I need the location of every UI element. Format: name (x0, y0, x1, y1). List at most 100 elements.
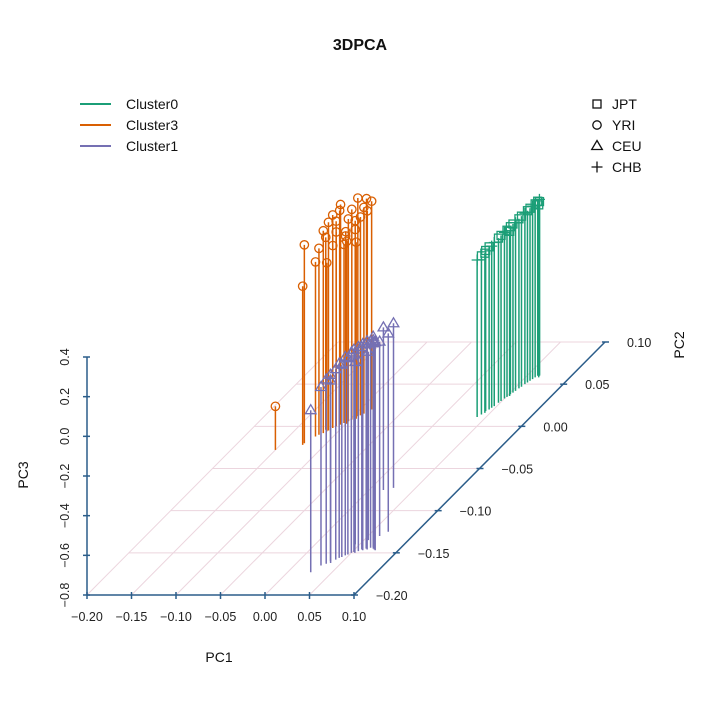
point-cluster3 (366, 196, 377, 410)
point-cluster0 (522, 206, 533, 383)
point-cluster1 (319, 372, 333, 564)
point-cluster3 (335, 199, 346, 425)
circle-marker (359, 202, 369, 213)
z-tick-label: 0.4 (58, 348, 72, 365)
point-cluster1 (314, 380, 328, 566)
point-cluster0 (486, 240, 498, 408)
triangle-marker (319, 372, 333, 384)
triangle-marker (314, 380, 328, 392)
square-marker (534, 200, 544, 210)
point-cluster0 (508, 219, 518, 393)
circle-marker (310, 257, 321, 267)
z-tick-label: 0.2 (58, 388, 72, 405)
data-marks (270, 193, 545, 573)
point-cluster1 (376, 320, 390, 491)
triangle-marker (324, 373, 338, 385)
point-cluster0 (527, 200, 539, 380)
point-cluster1 (329, 362, 343, 560)
point-cluster3 (314, 243, 324, 435)
triangle-marker (329, 362, 343, 374)
circle-marker (318, 225, 329, 236)
point-cluster1 (366, 333, 380, 549)
point-cluster0 (525, 203, 535, 381)
y-tick-label: −0.10 (460, 505, 492, 519)
legend-label: Cluster3 (126, 117, 178, 133)
point-cluster3 (318, 225, 329, 434)
circle-marker (362, 205, 373, 216)
point-cluster1 (347, 342, 361, 552)
circle-marker (366, 196, 377, 207)
z-tick-label: −0.4 (58, 503, 72, 528)
circle-marker (352, 193, 363, 203)
square-marker (522, 206, 533, 216)
point-cluster0 (534, 200, 544, 378)
legend-label: JPT (612, 96, 637, 112)
square-legend-icon (592, 99, 602, 109)
point-cluster1 (360, 334, 374, 550)
plus-marker (471, 254, 483, 266)
point-cluster0 (471, 254, 483, 418)
triangle-marker (368, 335, 382, 347)
legend-label: Cluster1 (126, 138, 178, 154)
point-cluster3 (341, 236, 352, 424)
point-cluster0 (502, 225, 512, 397)
square-marker (516, 211, 527, 221)
triangle-marker (387, 316, 400, 328)
square-marker (525, 203, 535, 213)
triangle-marker (332, 356, 346, 368)
legend-label: YRI (612, 117, 635, 133)
x-tick-label: −0.15 (116, 610, 148, 624)
point-cluster1 (324, 373, 338, 563)
y-tick-label: 0.10 (627, 336, 651, 350)
legend-label: Cluster0 (126, 96, 178, 112)
chart-title: 3DPCA (333, 37, 388, 54)
circle-legend-icon (592, 120, 602, 130)
x-tick-label: 0.10 (342, 610, 366, 624)
square-marker (508, 219, 518, 229)
plus-legend-icon (591, 161, 603, 173)
triangle-marker (347, 342, 361, 354)
circle-marker (334, 205, 345, 216)
triangle-marker (360, 334, 374, 346)
point-cluster3 (323, 217, 334, 431)
x-tick-label: −0.20 (71, 610, 103, 624)
z-axis-label: PC3 (15, 461, 31, 488)
y-axis-label: PC2 (671, 331, 687, 358)
point-cluster1 (351, 340, 365, 552)
point-cluster1 (356, 337, 370, 551)
legend-label: CHB (612, 159, 642, 175)
point-cluster1 (368, 335, 382, 551)
y-tick-label: 0.05 (585, 378, 609, 392)
point-cluster0 (496, 230, 506, 402)
circle-marker (346, 204, 357, 215)
circle-marker (320, 232, 331, 243)
circle-marker (335, 199, 346, 210)
axes: −0.20 −0.20 −0.15 −0.15 −0.10 −0.10 −0.05 −0.05… (58, 336, 651, 624)
circle-marker (299, 240, 310, 250)
y-tick-label: −0.20 (376, 589, 408, 603)
point-cluster3 (299, 240, 310, 444)
y-tick-label: −0.05 (502, 463, 534, 477)
z-tick-label: −0.2 (58, 464, 72, 489)
x-axis-label: PC1 (205, 649, 232, 665)
triangle-marker (324, 368, 337, 379)
legend-label: CEU (612, 138, 642, 154)
point-cluster1 (387, 316, 400, 488)
y-tick-label: 0.00 (543, 420, 567, 434)
point-cluster3 (310, 257, 321, 437)
point-cluster3 (297, 281, 308, 445)
circle-marker (343, 214, 354, 224)
triangle-marker (356, 337, 370, 349)
point-cluster0 (534, 196, 545, 376)
z-tick-label: −0.8 (58, 583, 72, 608)
triangle-marker (351, 340, 365, 352)
triangle-legend-icon (590, 139, 604, 151)
circle-marker (341, 236, 352, 247)
x-tick-label: −0.10 (160, 610, 192, 624)
triangle-marker (338, 350, 352, 362)
circle-marker (340, 226, 351, 237)
point-cluster3 (359, 202, 369, 414)
circle-marker (314, 243, 324, 254)
z-tick-label: 0.0 (58, 428, 72, 445)
